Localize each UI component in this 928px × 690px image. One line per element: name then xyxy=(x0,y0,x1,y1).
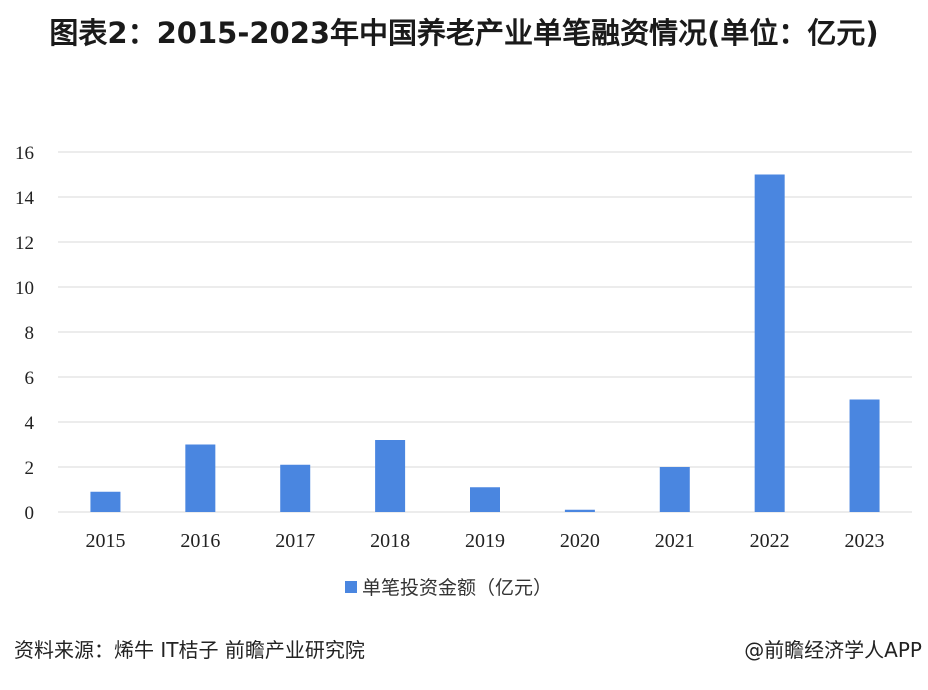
legend: 单笔投资金额（亿元） xyxy=(345,577,552,599)
x-tick-label: 2022 xyxy=(750,530,790,552)
x-tick-label: 2020 xyxy=(560,530,600,552)
source-note: 资料来源：烯牛 IT桔子 前瞻产业研究院 xyxy=(14,638,365,662)
x-axis-ticks: 2015 2016 2017 2018 2019 2020 2021 2022 2023 xyxy=(85,530,884,552)
bar-2018 xyxy=(375,440,406,512)
y-tick-label: 6 xyxy=(25,368,35,389)
x-tick-label: 2017 xyxy=(275,530,315,552)
y-tick-label: 0 xyxy=(25,503,35,524)
bars xyxy=(90,174,880,512)
y-tick-label: 4 xyxy=(25,413,35,434)
y-tick-label: 14 xyxy=(15,188,35,209)
credit-note: @前瞻经济学人APP xyxy=(744,638,922,662)
x-tick-label: 2021 xyxy=(655,530,695,552)
legend-label: 单笔投资金额（亿元） xyxy=(362,577,552,599)
bar-2023 xyxy=(849,399,880,512)
bar-2022 xyxy=(754,174,785,512)
y-axis-ticks: 0 2 4 6 8 10 12 14 16 xyxy=(15,143,35,524)
bar-2020 xyxy=(564,509,595,512)
x-tick-label: 2023 xyxy=(845,530,885,552)
y-tick-label: 2 xyxy=(25,458,35,479)
bar-2017 xyxy=(280,464,311,512)
y-tick-label: 16 xyxy=(15,143,34,164)
x-tick-label: 2016 xyxy=(180,530,220,552)
y-tick-label: 12 xyxy=(15,233,34,254)
legend-swatch xyxy=(345,581,357,593)
bar-2019 xyxy=(470,487,500,512)
y-tick-label: 10 xyxy=(15,278,34,299)
x-tick-label: 2019 xyxy=(465,530,505,552)
y-tick-label: 8 xyxy=(25,323,35,344)
bar-2016 xyxy=(185,444,216,512)
chart-title: 图表2：2015-2023年中国养老产业单笔融资情况(单位：亿元) xyxy=(49,16,879,50)
bar-2021 xyxy=(659,467,690,512)
x-tick-label: 2015 xyxy=(85,530,125,552)
bar-2015 xyxy=(90,491,121,512)
x-tick-label: 2018 xyxy=(370,530,410,552)
